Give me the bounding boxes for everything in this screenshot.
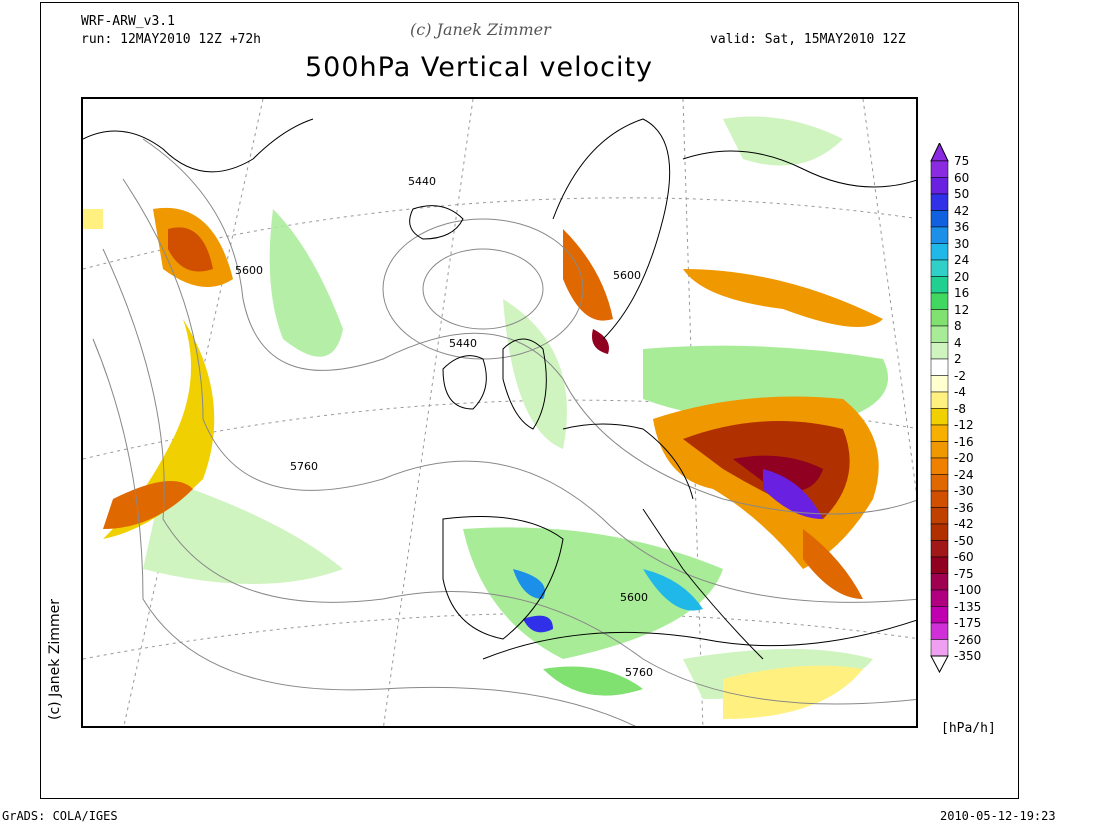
colorbar [930, 143, 949, 674]
downward-motion-areas [83, 207, 883, 719]
colorbar-swatch [930, 622, 949, 640]
colorbar-swatch [930, 424, 949, 442]
colorbar-tick-label: 42 [954, 203, 970, 218]
colorbar-tick-label: 8 [954, 319, 962, 333]
colorbar-tick-label: 75 [954, 154, 970, 168]
colorbar-swatch [930, 474, 949, 492]
colorbar-swatch [930, 309, 949, 327]
colorbar-swatch [930, 556, 949, 574]
colorbar-swatch [930, 523, 949, 541]
contour-label: 5600 [235, 264, 263, 277]
colorbar-swatch [930, 160, 949, 178]
valid-label: valid: Sat, 15MAY2010 12Z [710, 32, 906, 47]
colorbar-tick-label: 30 [954, 236, 970, 251]
colorbar-swatch [930, 490, 949, 508]
colorbar-tick-label: 20 [954, 269, 970, 284]
colorbar-tick-label: -260 [954, 632, 982, 647]
colorbar-tick-label: -2 [954, 368, 966, 383]
colorbar-tick-label: 12 [954, 302, 970, 317]
colorbar-swatch [930, 639, 949, 657]
colorbar-swatch [930, 589, 949, 607]
colorbar-tick-label: -42 [954, 517, 974, 531]
copyright-top: (c) Janek Zimmer [410, 20, 551, 39]
contour-label: 5600 [613, 269, 641, 282]
colorbar-swatch [930, 457, 949, 475]
colorbar-tick-label: 24 [954, 253, 970, 267]
plot-frame [40, 2, 1019, 799]
colorbar-tick-label: -12 [954, 418, 974, 432]
footer-left: GrADS: COLA/IGES [2, 809, 118, 823]
colorbar-swatch [930, 342, 949, 360]
colorbar-swatch [930, 375, 949, 393]
colorbar-swatch [930, 573, 949, 591]
colorbar-tick-label: -135 [954, 599, 982, 614]
map-title: 500hPa Vertical velocity [305, 52, 654, 83]
colorbar-swatch [930, 408, 949, 426]
colorbar-tick-label: 50 [954, 187, 970, 201]
colorbar-tick-label: 4 [954, 335, 962, 350]
colorbar-tick-label: -100 [954, 583, 982, 597]
map-panel: 5440 5600 5440 5760 5600 5600 5760 [81, 97, 918, 728]
colorbar-tick-label: -36 [954, 500, 974, 515]
colorbar-tick-label: -8 [954, 401, 966, 416]
unit-label: [hPa/h] [941, 721, 996, 736]
colorbar-swatch [930, 606, 949, 624]
colorbar-swatch [930, 441, 949, 459]
colorbar-tick-label: 16 [954, 286, 970, 300]
colorbar-swatch [930, 540, 949, 558]
colorbar-tick-label: 2 [954, 352, 962, 366]
footer-right: 2010-05-12-19:23 [940, 809, 1056, 823]
colorbar-swatch [930, 226, 949, 244]
run-label: run: 12MAY2010 12Z +72h [81, 32, 262, 47]
colorbar-swatch [930, 325, 949, 343]
colorbar-tick-label: -175 [954, 616, 982, 630]
colorbar-swatch [930, 177, 949, 195]
colorbar-tick-label: -50 [954, 533, 974, 548]
coastlines [83, 118, 916, 660]
colorbar-swatch [930, 243, 949, 261]
weather-map [83, 99, 916, 726]
colorbar-tick-label: -4 [954, 385, 966, 399]
contour-label: 5440 [408, 175, 436, 188]
colorbar-tick-label: -24 [954, 467, 974, 482]
colorbar-bottom-arrow [930, 655, 949, 674]
colorbar-tick-label: -75 [954, 566, 974, 581]
colorbar-swatch [930, 276, 949, 294]
colorbar-top-arrow [930, 143, 949, 162]
contour-label: 5440 [449, 337, 477, 350]
colorbar-tick-label: -20 [954, 451, 974, 465]
copyright-side: (c) Janek Zimmer [47, 599, 63, 720]
colorbar-swatch [930, 358, 949, 376]
colorbar-tick-label: 60 [954, 170, 970, 185]
contour-label: 5600 [620, 591, 648, 604]
colorbar-tick-label: -30 [954, 484, 974, 498]
colorbar-swatch [930, 259, 949, 277]
colorbar-tick-label: 36 [954, 220, 970, 234]
colorbar-tick-label: -16 [954, 434, 974, 449]
contour-label: 5760 [290, 460, 318, 473]
colorbar-swatch [930, 507, 949, 525]
colorbar-tick-label: -60 [954, 550, 974, 564]
colorbar-swatch [930, 391, 949, 409]
colorbar-swatch [930, 292, 949, 310]
height-contours [92, 138, 916, 726]
contour-label: 5760 [625, 666, 653, 679]
colorbar-swatch [930, 210, 949, 228]
colorbar-tick-label: -350 [954, 649, 982, 663]
colorbar-swatch [930, 193, 949, 211]
model-label: WRF-ARW_v3.1 [81, 14, 175, 29]
